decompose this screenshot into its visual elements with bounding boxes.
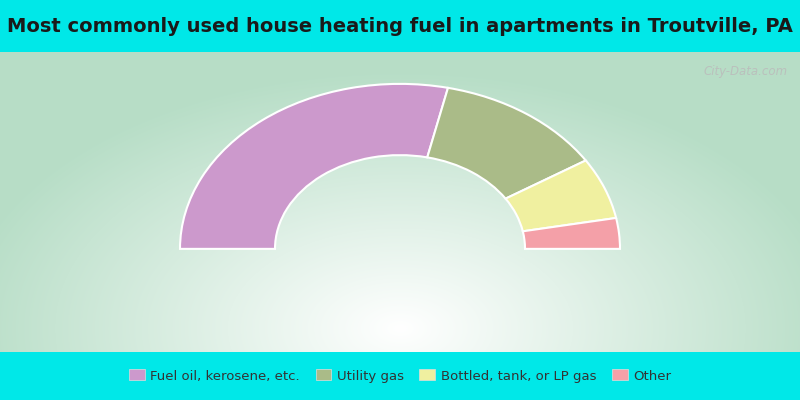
Wedge shape	[180, 84, 448, 249]
Text: City-Data.com: City-Data.com	[703, 65, 787, 78]
Legend: Fuel oil, kerosene, etc., Utility gas, Bottled, tank, or LP gas, Other: Fuel oil, kerosene, etc., Utility gas, B…	[129, 370, 671, 382]
Text: Most commonly used house heating fuel in apartments in Troutville, PA: Most commonly used house heating fuel in…	[7, 16, 793, 36]
Wedge shape	[427, 88, 586, 199]
Wedge shape	[506, 160, 616, 231]
Wedge shape	[522, 218, 620, 249]
